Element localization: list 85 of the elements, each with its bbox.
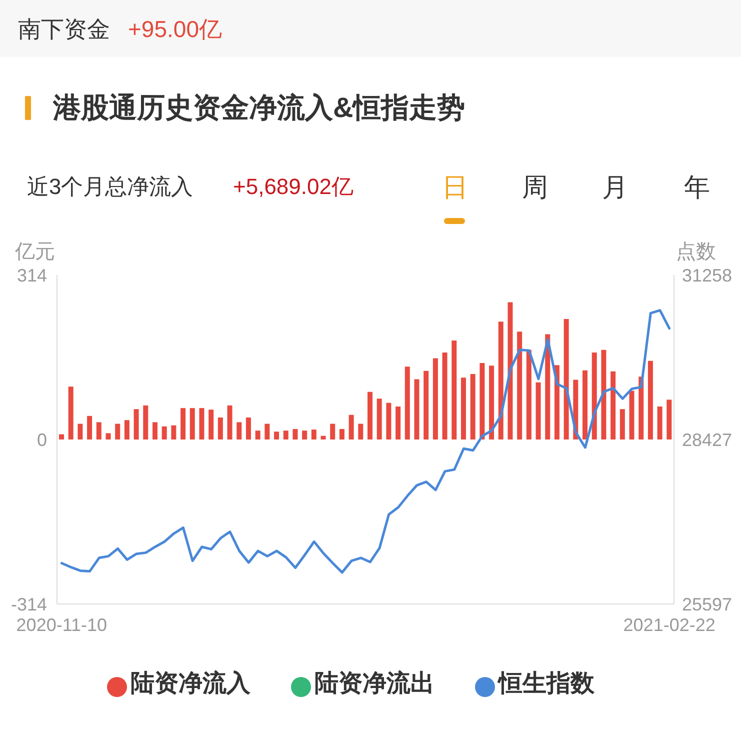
bar — [180, 408, 186, 440]
bar — [283, 430, 288, 440]
bar — [227, 405, 232, 440]
y-tick-label: 314 — [16, 265, 47, 286]
bar — [311, 430, 316, 440]
bar — [480, 363, 485, 440]
text: 南下资金 — [18, 15, 110, 44]
bar — [134, 409, 139, 440]
bar — [292, 429, 298, 440]
bar — [498, 322, 504, 440]
bar — [376, 398, 382, 440]
bar — [255, 430, 260, 440]
y-axis-title: 亿元 — [15, 240, 55, 264]
bar — [424, 370, 429, 440]
y-tick-label: -314 — [10, 594, 47, 614]
bar — [470, 374, 476, 440]
bar — [648, 360, 653, 440]
bar — [452, 340, 457, 440]
bar — [302, 430, 308, 440]
x-tick-label: 2020-11-10 — [16, 614, 108, 635]
text: 周 — [522, 171, 548, 204]
bar — [396, 406, 401, 440]
bar — [246, 417, 251, 440]
bar — [162, 426, 167, 440]
bar — [68, 386, 74, 440]
line-series — [60, 309, 671, 574]
text: 月 — [602, 171, 628, 204]
text: 近3个月总净流入 — [27, 173, 194, 201]
bar — [106, 433, 111, 440]
bar — [432, 358, 438, 440]
bar — [348, 414, 354, 440]
bar — [208, 410, 214, 440]
bar — [330, 424, 336, 440]
bar — [489, 366, 494, 440]
text: 日 — [442, 171, 468, 204]
bar — [78, 424, 83, 440]
text: 年 — [684, 171, 710, 204]
bar — [517, 332, 522, 440]
bar — [339, 429, 344, 440]
bar — [610, 371, 616, 440]
y2-tick-label: 28427 — [682, 430, 732, 450]
y2-axis-title: 点数 — [676, 240, 716, 264]
bar — [657, 406, 662, 440]
bar — [368, 392, 372, 440]
bar — [592, 352, 597, 440]
bar — [171, 425, 176, 440]
bar — [124, 420, 130, 440]
bar — [460, 378, 466, 440]
bar — [236, 422, 242, 440]
bar — [274, 432, 280, 440]
y-tick-label: 0 — [36, 430, 47, 450]
x-tick-label: 2021-02-22 — [623, 614, 716, 635]
bar — [96, 422, 102, 440]
bar — [620, 409, 625, 440]
bar — [601, 350, 606, 440]
text: +95.00亿 — [128, 15, 222, 44]
bar — [320, 436, 326, 440]
bar — [404, 366, 410, 440]
bar — [666, 400, 672, 440]
bar — [442, 352, 448, 440]
bar — [190, 408, 195, 440]
bar — [564, 319, 569, 440]
text: +5,689.02亿 — [233, 173, 354, 201]
bar — [386, 402, 392, 440]
legend-label: 陆资净流出 — [314, 670, 434, 697]
bar — [526, 350, 532, 440]
bar — [143, 405, 148, 440]
y2-tick-label: 25597 — [682, 594, 732, 614]
bar — [508, 302, 513, 440]
bar — [218, 417, 223, 440]
legend-label: 陆资净流入 — [130, 670, 250, 697]
bar — [115, 424, 120, 440]
bar — [152, 422, 158, 440]
chart-title: 港股通历史资金净流入&恒指走势 — [53, 91, 466, 125]
bar — [264, 424, 270, 440]
bar — [414, 379, 420, 440]
bar — [87, 416, 92, 440]
bar — [536, 382, 541, 440]
bar — [582, 370, 588, 440]
bar — [59, 434, 64, 440]
bar — [358, 424, 364, 440]
legend-label: 恒生指数 — [498, 670, 594, 697]
y2-tick-label: 31258 — [682, 265, 732, 286]
bar — [199, 408, 204, 440]
bar — [629, 390, 634, 440]
